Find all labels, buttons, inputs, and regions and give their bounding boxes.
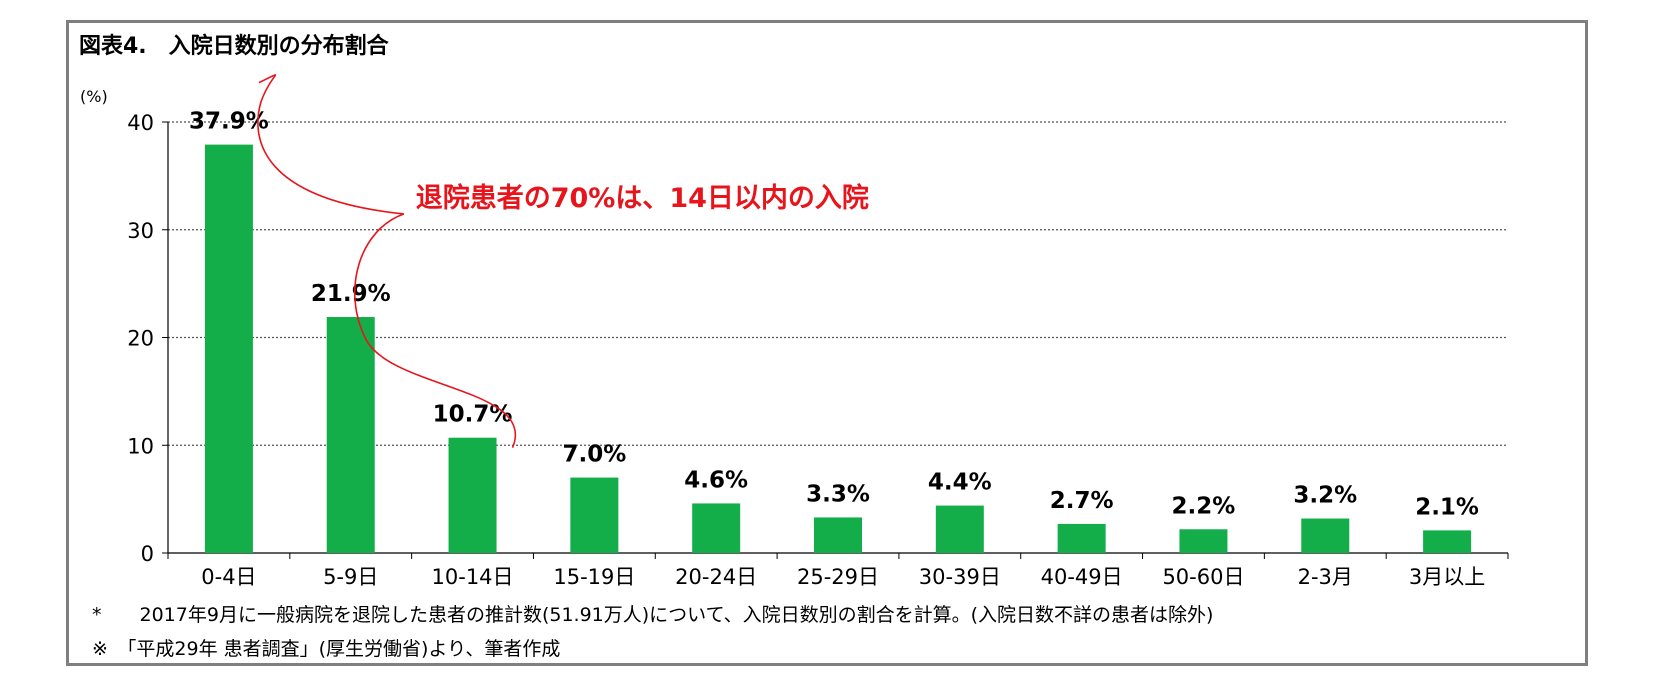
bar: [448, 437, 497, 553]
category-label: 25-29日: [797, 565, 879, 589]
y-tick-label: 10: [127, 434, 154, 458]
data-label: 2.2%: [1172, 493, 1236, 519]
category-label: 20-24日: [675, 565, 757, 589]
footnote-2: ※ 「平成29年 患者調査」(厚生労働省)より、筆者作成: [92, 638, 561, 660]
category-label: 10-14日: [432, 565, 514, 589]
bar: [1301, 518, 1350, 553]
annotation-brace: [257, 74, 517, 449]
data-label: 37.9%: [189, 109, 269, 135]
bar: [692, 503, 741, 553]
category-label: 15-19日: [553, 565, 635, 589]
category-label: 0-4日: [201, 565, 256, 589]
bar: [935, 505, 984, 553]
bar: [1179, 529, 1228, 553]
category-label: 40-49日: [1041, 565, 1123, 589]
y-axis-unit: (%): [80, 87, 108, 106]
category-label: 3月以上: [1409, 565, 1485, 589]
y-tick-label: 40: [127, 111, 154, 135]
y-tick-label: 20: [127, 327, 154, 351]
chart-title: 図表4. 入院日数別の分布割合: [79, 34, 389, 59]
data-label: 2.7%: [1050, 488, 1114, 514]
chart-frame: [66, 20, 1588, 666]
annotation-text: 退院患者の70%は、14日以内の入院: [416, 182, 869, 214]
category-label: 30-39日: [919, 565, 1001, 589]
data-label: 3.3%: [806, 481, 870, 507]
data-label: 10.7%: [433, 402, 513, 428]
bar: [326, 317, 375, 553]
category-label: 50-60日: [1162, 565, 1244, 589]
data-label: 2.1%: [1415, 494, 1479, 520]
data-label: 3.2%: [1293, 483, 1357, 509]
bar: [1423, 530, 1472, 553]
bar: [1057, 523, 1106, 553]
category-label: 5-9日: [323, 565, 378, 589]
data-label: 7.0%: [562, 442, 626, 468]
data-label: 4.4%: [928, 470, 992, 496]
bar: [570, 477, 619, 553]
y-tick-label: 30: [127, 219, 154, 243]
bar: [814, 517, 862, 553]
bar: [204, 144, 253, 553]
data-label: 21.9%: [311, 281, 391, 307]
y-tick-label: 0: [141, 542, 154, 566]
category-label: 2-3月: [1298, 565, 1353, 589]
footnote-1: * 2017年9月に一般病院を退院した患者の推計数(51.91万人)について、入…: [92, 604, 1214, 626]
data-label: 4.6%: [684, 467, 748, 493]
